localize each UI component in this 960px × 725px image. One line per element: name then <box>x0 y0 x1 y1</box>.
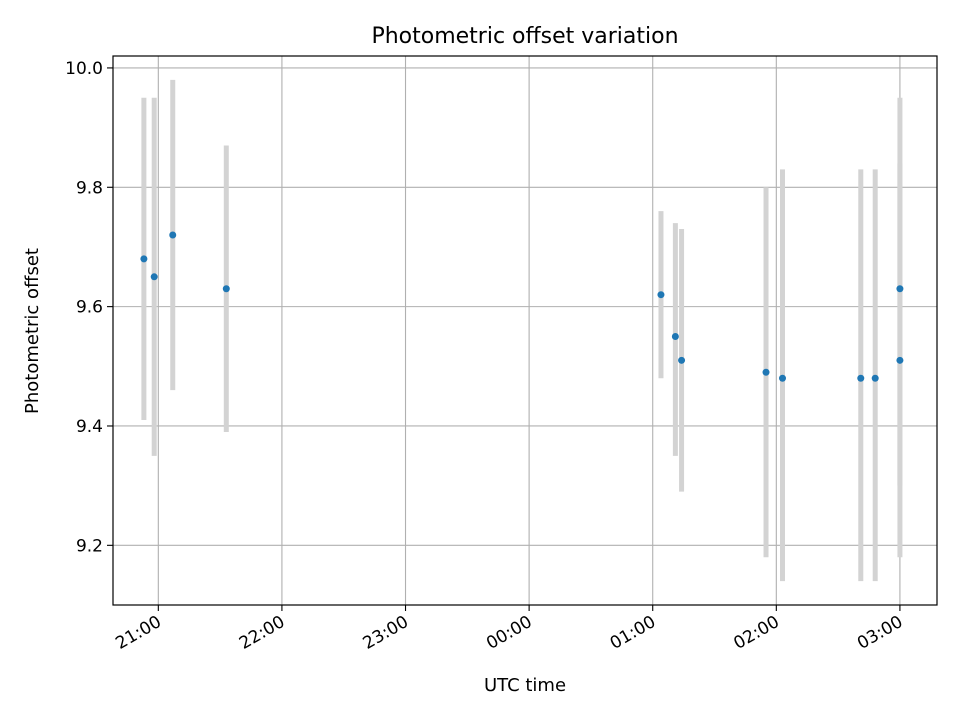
data-point <box>140 255 148 263</box>
data-point <box>150 273 158 281</box>
x-axis-label: UTC time <box>484 675 566 696</box>
x-tick-label: 01:00 <box>607 612 659 654</box>
data-point <box>779 374 786 382</box>
data-points <box>140 231 904 382</box>
y-tick-label: 9.8 <box>76 178 103 198</box>
x-tick-label: 00:00 <box>483 612 535 654</box>
x-tick-label: 02:00 <box>730 612 782 654</box>
data-point <box>678 356 686 364</box>
data-point <box>857 374 865 382</box>
data-point <box>896 356 904 364</box>
chart-title: Photometric offset variation <box>371 24 678 49</box>
y-axis-label: Photometric offset <box>22 248 43 414</box>
y-tick-label: 9.4 <box>76 417 103 437</box>
grid <box>113 56 937 605</box>
data-point <box>671 332 679 340</box>
x-tick-label: 21:00 <box>112 612 164 654</box>
data-point <box>169 231 177 239</box>
data-point <box>657 291 665 299</box>
data-point <box>222 285 230 293</box>
plot-frame <box>112 55 938 606</box>
y-tick-label: 9.6 <box>76 298 103 318</box>
y-tick-label: 10.0 <box>65 59 103 79</box>
data-point <box>762 368 770 376</box>
x-axis: 21:00 22:00 23:00 00:00 01:00 02:00 03:00 <box>112 605 906 654</box>
x-tick-label: 03:00 <box>854 612 906 654</box>
x-tick-label: 22:00 <box>236 612 288 654</box>
x-tick-label: 23:00 <box>360 612 412 654</box>
y-tick-label: 9.2 <box>76 536 103 556</box>
data-point <box>871 374 879 382</box>
error-bars <box>141 79 903 582</box>
data-point <box>896 285 904 293</box>
y-axis: 9.2 9.4 9.6 9.8 10.0 <box>65 59 113 556</box>
